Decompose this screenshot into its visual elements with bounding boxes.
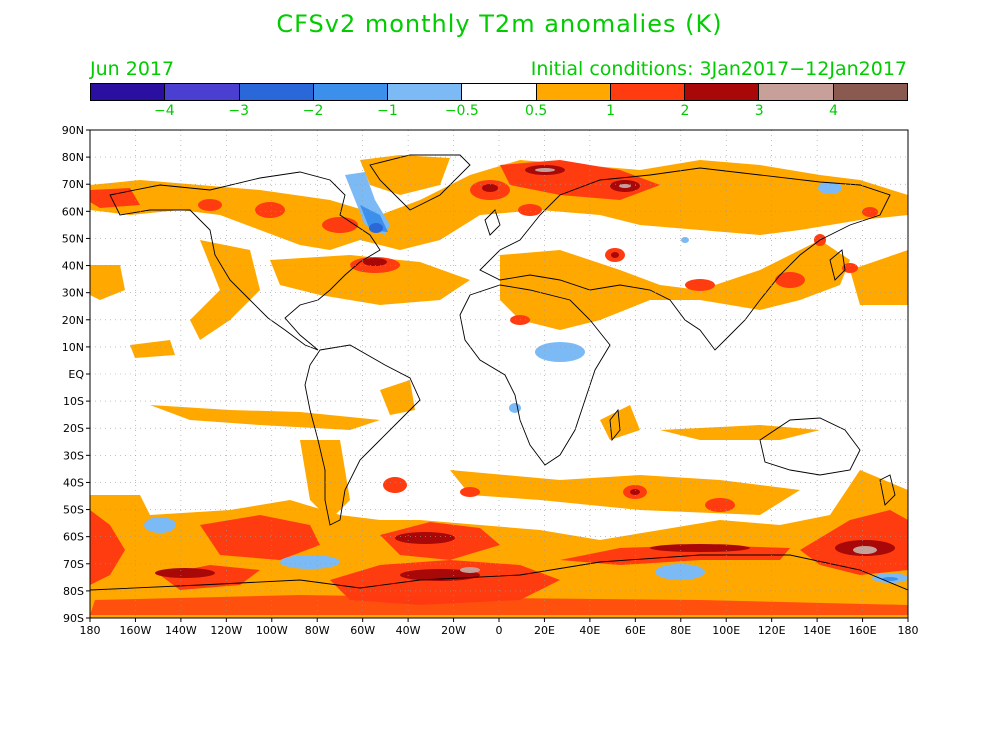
lat-label: 80S <box>63 585 84 598</box>
lat-label: 10N <box>62 341 84 354</box>
anomaly-fields <box>90 155 908 618</box>
lon-label: 140W <box>165 624 197 637</box>
colorbar-swatch <box>313 84 389 100</box>
colorbar-label: −4 <box>154 103 175 119</box>
lat-label: 10S <box>63 395 84 408</box>
lon-label: 100W <box>256 624 288 637</box>
chart-title: CFSv2 monthly T2m anomalies (K) <box>276 10 723 38</box>
colorbar-swatch <box>91 84 166 100</box>
lon-label: 120W <box>210 624 242 637</box>
lon-label: 140E <box>803 624 831 637</box>
colorbar-label: −0.5 <box>444 103 479 119</box>
coastlines <box>90 154 908 591</box>
lat-label: 30N <box>62 287 84 300</box>
lat-label: 50S <box>63 504 84 517</box>
lat-label: 90N <box>62 124 84 137</box>
lat-label: 70S <box>63 558 84 571</box>
lon-label: 40E <box>579 624 600 637</box>
lat-label: 60S <box>63 531 84 544</box>
lat-label: 90S <box>63 612 84 625</box>
lon-label: 160E <box>849 624 877 637</box>
colorbar-swatch <box>239 84 314 100</box>
lat-label: 20S <box>63 422 84 435</box>
colorbar-swatch <box>388 84 463 100</box>
colorbar-swatch <box>536 84 611 100</box>
colorbar-label: 2 <box>680 103 690 119</box>
lon-label: 0 <box>496 624 503 637</box>
colorbar-label: 3 <box>754 103 764 119</box>
lon-label: 100E <box>712 624 740 637</box>
lat-label: 30S <box>63 449 84 462</box>
colorbar-swatch <box>685 84 760 100</box>
latitude-labels: 90N 80N 70N 60N 50N 40N 30N 20N 10N EQ 10S 20S 30S 40… <box>62 124 90 625</box>
lon-label: 60E <box>625 624 646 637</box>
lat-label: 70N <box>62 178 84 191</box>
lon-label: 40W <box>396 624 421 637</box>
lon-label: 180 <box>898 624 919 637</box>
lon-label: 80W <box>305 624 330 637</box>
forecast-month: Jun 2017 <box>90 58 175 80</box>
colorbar-swatch <box>165 84 240 100</box>
lat-label: 20N <box>62 314 84 327</box>
lat-label: 60N <box>62 205 84 218</box>
colorbar-swatch <box>610 84 686 100</box>
lon-label: 20W <box>441 624 466 637</box>
colorbar-label: 0.5 <box>525 103 548 119</box>
colorbar-swatch <box>833 84 907 100</box>
lat-label: 40S <box>63 476 84 489</box>
colorbar-label: 4 <box>829 103 839 119</box>
longitude-labels: 180 160W 140W 120W 100W 80W 60W 40W 20W 0 20E 40E 60… <box>80 618 919 637</box>
lon-label: 60W <box>350 624 375 637</box>
lon-label: 160W <box>120 624 152 637</box>
colorbar-swatch <box>759 84 834 100</box>
lat-label: EQ <box>68 368 84 381</box>
lat-label: 50N <box>62 232 84 245</box>
colorbar-label: −2 <box>302 103 324 119</box>
colorbar <box>90 83 908 101</box>
colorbar-label: −1 <box>377 103 398 119</box>
lon-label: 80E <box>670 624 691 637</box>
colorbar-label: −3 <box>228 103 250 119</box>
colorbar-label: 1 <box>606 103 615 119</box>
lat-label: 80N <box>62 151 84 164</box>
lon-label: 120E <box>758 624 786 637</box>
lon-label: 180 <box>80 624 101 637</box>
lon-label: 20E <box>534 624 555 637</box>
colorbar-swatch <box>462 84 537 100</box>
lat-label: 40N <box>62 260 84 273</box>
initial-conditions: Initial conditions: 3Jan2017−12Jan2017 <box>530 58 907 80</box>
